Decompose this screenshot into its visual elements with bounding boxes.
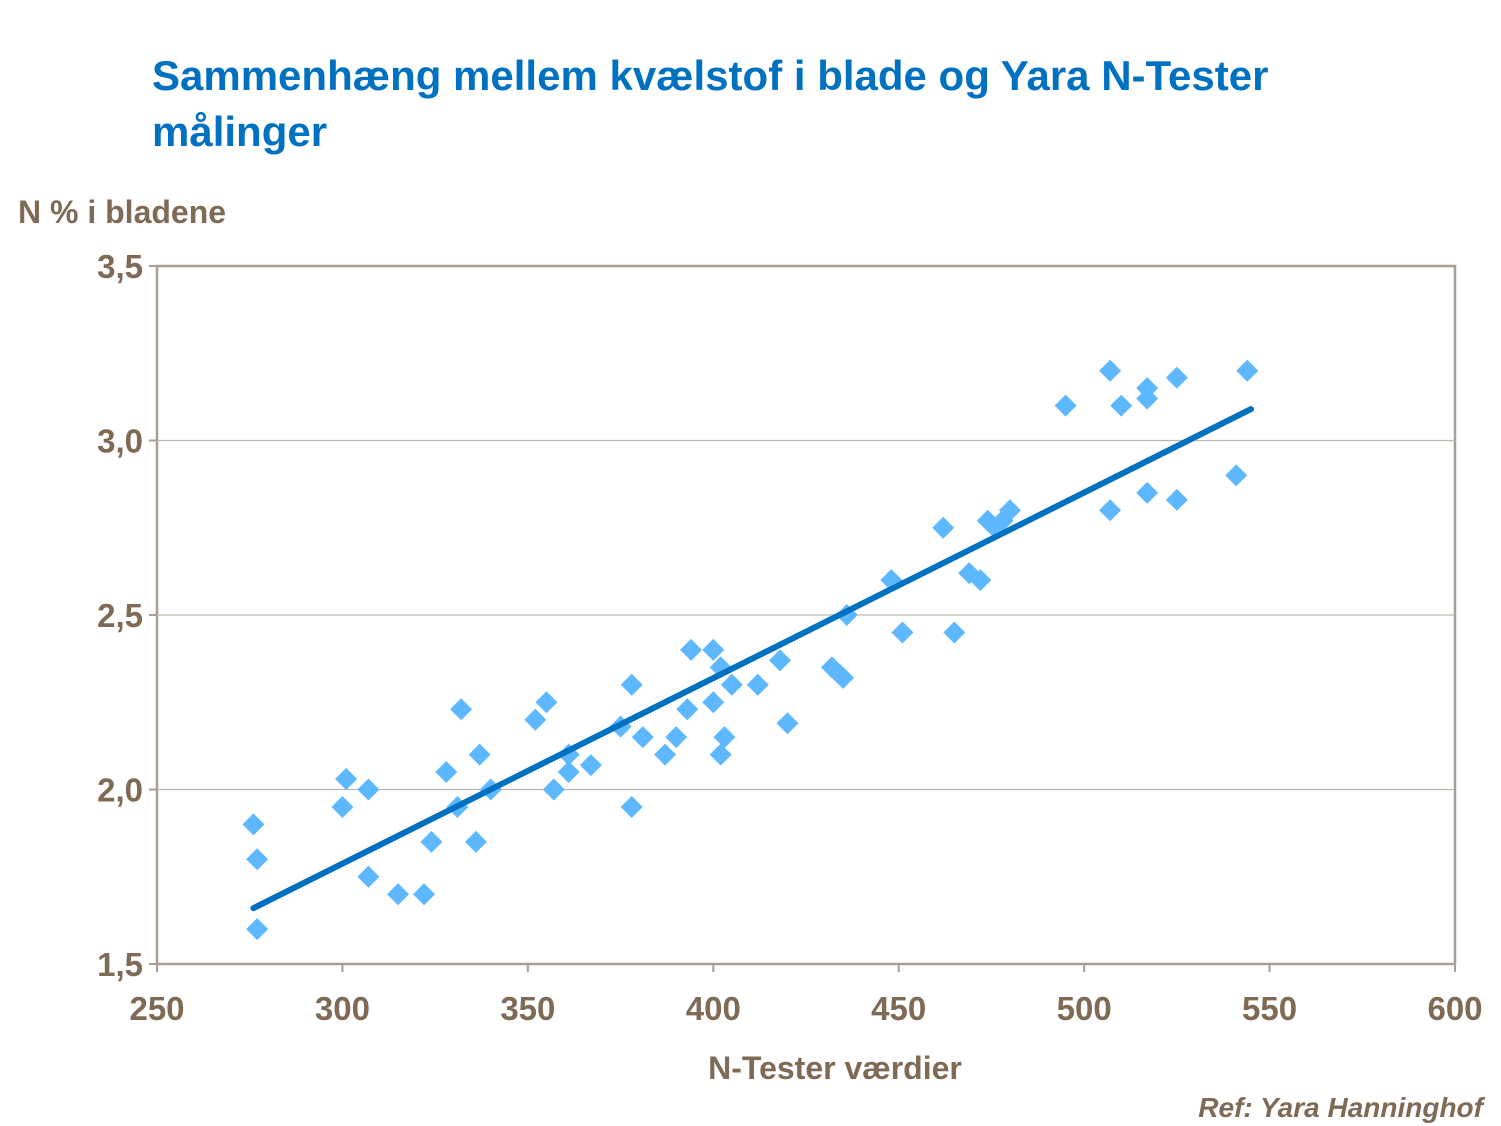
data-point [524,708,547,731]
data-point [242,813,265,836]
data-point [665,726,688,749]
x-tick-label: 350 [500,990,555,1027]
data-point [776,712,799,735]
data-point [746,673,769,696]
data-point [713,726,736,749]
data-point [1099,499,1122,522]
data-point [1136,481,1159,504]
data-point [702,638,725,661]
data-point [557,761,580,784]
data-point [832,666,855,689]
data-point [357,865,380,888]
y-tick-label: 3,0 [97,423,143,460]
data-point [969,569,992,592]
data-point [464,830,487,853]
data-point [535,691,558,714]
data-point [413,883,436,906]
data-point [1225,464,1248,487]
trendline-group [250,406,1255,912]
data-point [943,621,966,644]
data-point [450,698,473,721]
x-tick-label: 400 [686,990,741,1027]
x-tick-label: 600 [1427,990,1482,1027]
data-point [720,673,743,696]
data-point [998,499,1021,522]
reference-note: Ref: Yara Hanninghof [1198,1092,1483,1123]
x-axis-label: N-Tester værdier [708,1050,962,1086]
data-point [891,621,914,644]
data-point [932,516,955,539]
data-point [1099,359,1122,382]
data-point [680,638,703,661]
data-point [769,649,792,672]
data-point [1136,387,1159,410]
data-point [1236,359,1259,382]
data-point [331,795,354,818]
y-tick-label: 3,5 [97,248,143,285]
data-point [709,743,732,766]
x-tick-label: 450 [871,990,926,1027]
x-tick-label: 500 [1057,990,1112,1027]
data-point [335,768,358,791]
data-point [1165,366,1188,389]
x-tick-label: 300 [315,990,370,1027]
data-point [1054,394,1077,417]
chart-title: Sammenhæng mellem kvælstof i blade og Ya… [152,52,1269,155]
data-point [542,778,565,801]
data-point [620,673,643,696]
data-point [631,726,654,749]
data-point [387,883,410,906]
x-tick-label: 550 [1242,990,1297,1027]
data-point [435,761,458,784]
data-point [654,743,677,766]
y-tick-label: 2,0 [97,772,143,809]
data-point [1110,394,1133,417]
y-axis-label: N % i bladene [18,194,227,230]
data-point [676,698,699,721]
data-point [1165,488,1188,511]
data-point [468,743,491,766]
data-point [579,754,602,777]
data-point [420,830,443,853]
data-point [357,778,380,801]
axes: 1,5 2,0 2,5 3,0 3,5 250 300 350 400 450 500 550 600 [97,248,1482,1027]
y-tick-label: 2,5 [97,597,143,634]
x-tick-label: 250 [129,990,184,1027]
y-tick-label: 1,5 [97,946,143,983]
data-point [702,691,725,714]
trendline [250,406,1255,912]
data-point [246,918,269,941]
data-point [246,848,269,871]
data-point [620,795,643,818]
